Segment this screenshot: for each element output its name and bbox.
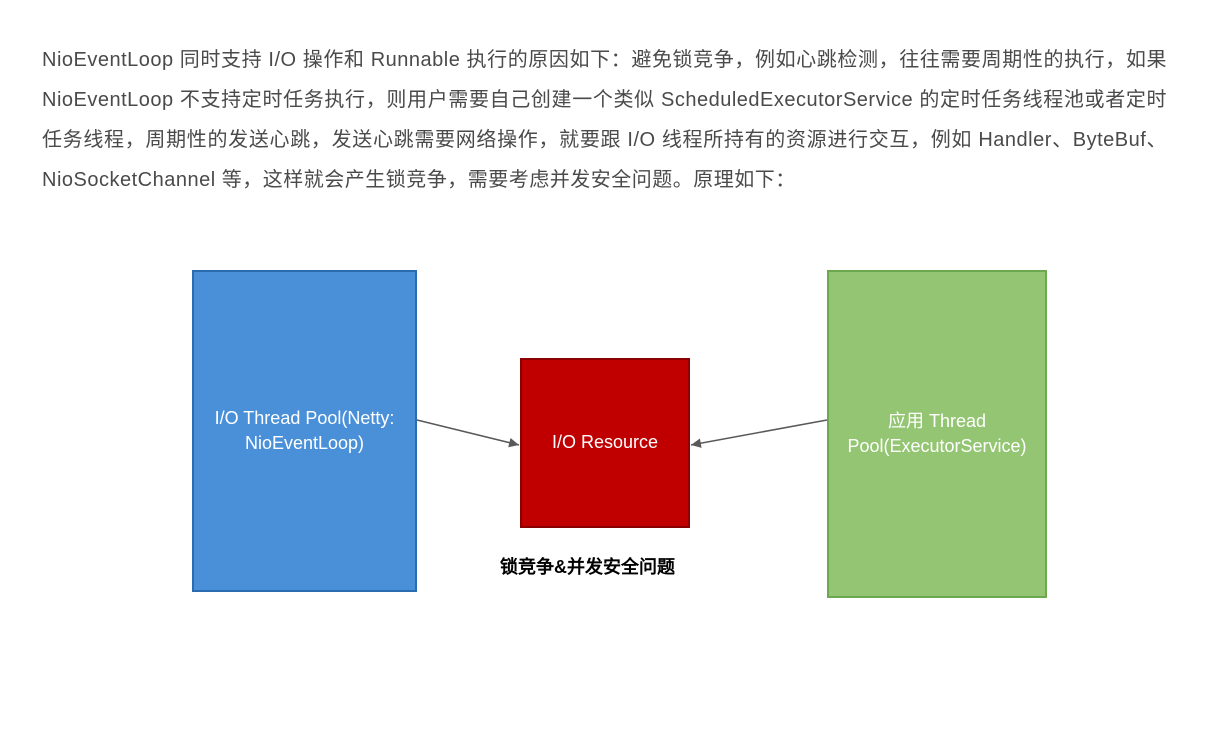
arrow-left-icon (402, 405, 534, 460)
diagram-caption: 锁竞争&并发安全问题 (500, 553, 675, 579)
app-thread-pool-label: 应用 Thread Pool(ExecutorService) (839, 409, 1035, 459)
io-resource-box: I/O Resource (520, 358, 690, 528)
io-resource-label: I/O Resource (552, 430, 658, 455)
lock-contention-diagram: I/O Thread Pool(Netty: NioEventLoop) I/O… (42, 270, 1167, 650)
app-thread-pool-box: 应用 Thread Pool(ExecutorService) (827, 270, 1047, 598)
io-thread-pool-box: I/O Thread Pool(Netty: NioEventLoop) (192, 270, 417, 592)
arrow-right-icon (676, 405, 842, 460)
io-thread-pool-label: I/O Thread Pool(Netty: NioEventLoop) (204, 406, 405, 456)
explanation-paragraph: NioEventLoop 同时支持 I/O 操作和 Runnable 执行的原因… (42, 40, 1167, 200)
